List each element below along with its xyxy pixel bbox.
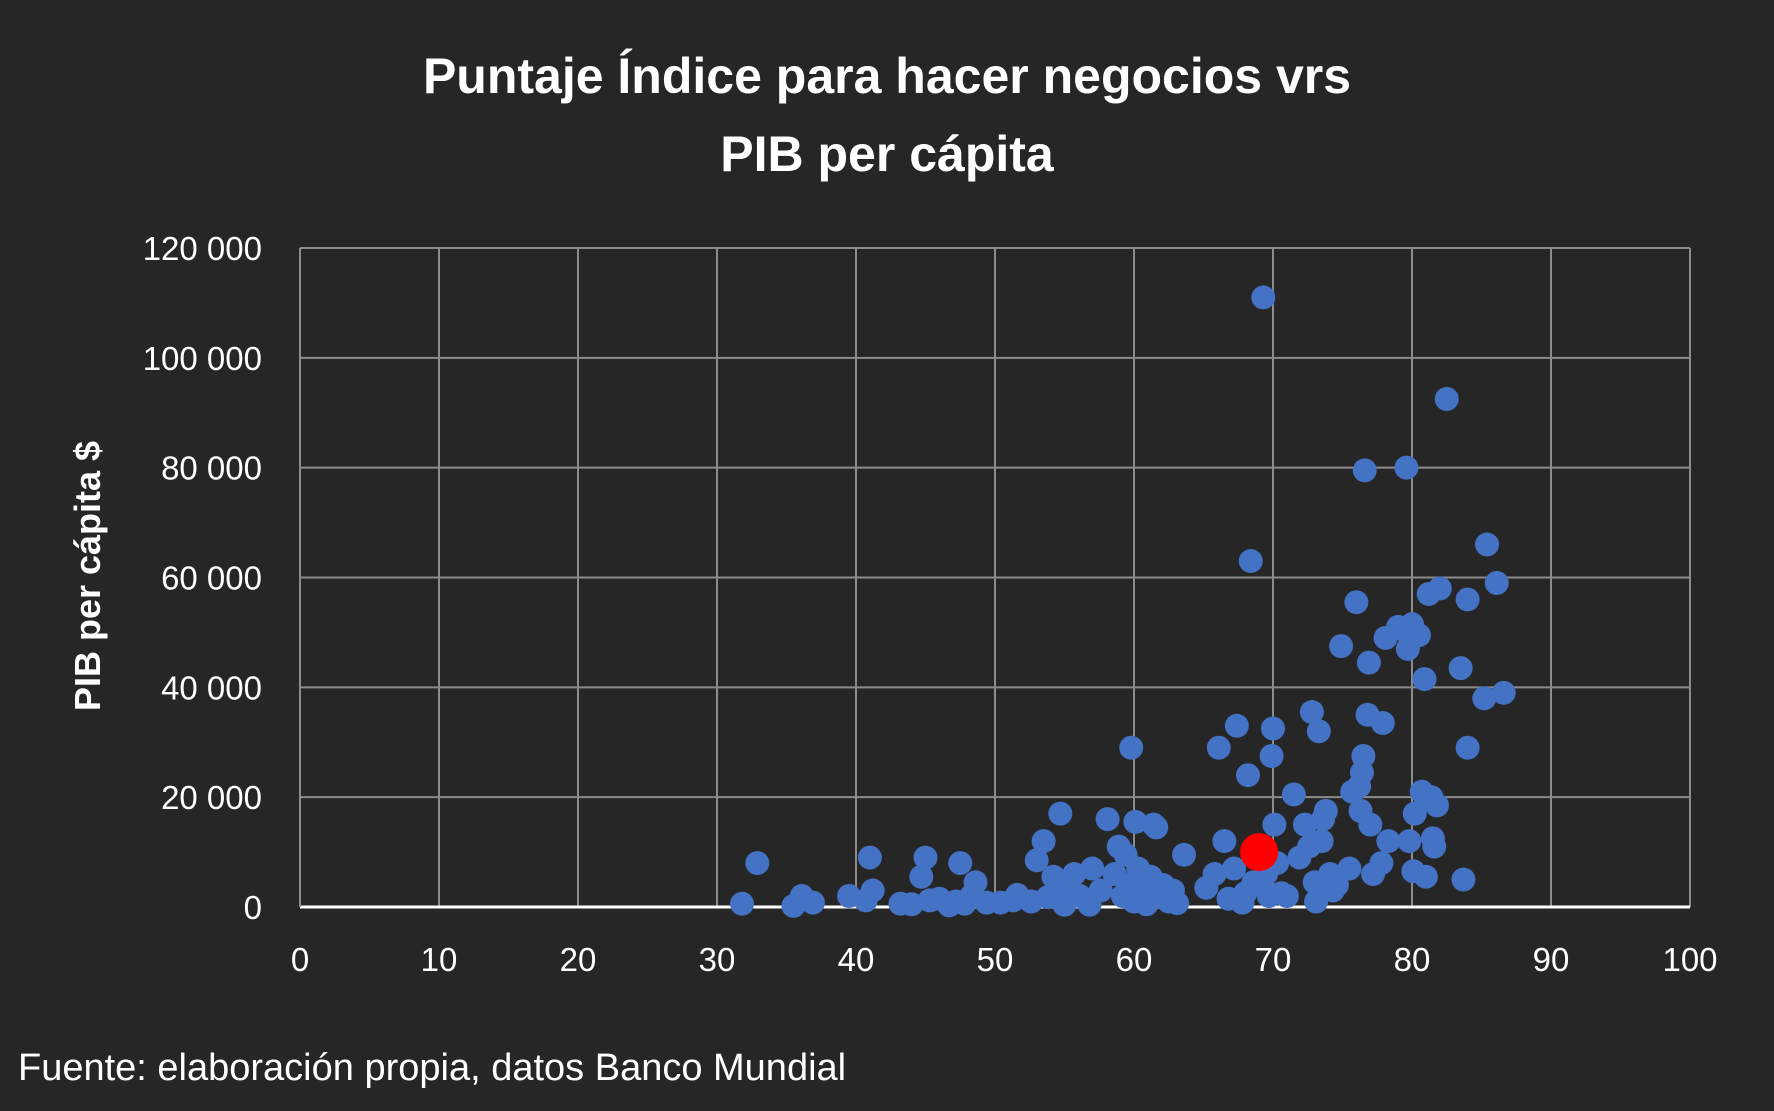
data-point <box>1356 650 1381 675</box>
data-point <box>1048 801 1073 826</box>
source-note: Fuente: elaboración propia, datos Banco … <box>18 1047 847 1089</box>
data-point <box>1238 549 1263 574</box>
data-points <box>730 285 1516 918</box>
data-point <box>1095 807 1120 832</box>
data-point <box>1402 801 1427 826</box>
data-point <box>1299 700 1324 725</box>
data-point <box>1422 834 1447 859</box>
data-point <box>1165 891 1190 916</box>
data-point <box>1309 829 1334 854</box>
highlight-data-point <box>1240 833 1279 872</box>
data-point <box>1031 829 1056 854</box>
x-tick-label: 90 <box>1533 941 1570 978</box>
data-point <box>1080 856 1105 881</box>
data-point <box>730 891 755 916</box>
data-point <box>1119 735 1144 760</box>
y-axis-label: PIB per cápita $ <box>67 441 108 711</box>
data-point <box>1261 716 1285 741</box>
data-point <box>1262 812 1287 837</box>
y-tick-label: 40 000 <box>161 669 262 706</box>
data-point <box>1062 862 1087 887</box>
y-tick-labels: 0 20 000 40 000 60 000 80 000 100 000 120 000 <box>143 230 262 926</box>
data-point <box>1222 856 1247 881</box>
data-point <box>1472 686 1497 711</box>
data-point <box>1455 587 1480 612</box>
data-point <box>1448 656 1473 681</box>
data-point <box>1313 798 1338 823</box>
data-point <box>1369 851 1394 876</box>
data-point <box>800 890 825 915</box>
x-tick-labels: 0 10 20 30 40 50 60 70 80 90 100 <box>291 941 1718 978</box>
x-tick-label: 50 <box>977 941 1014 978</box>
data-point <box>1274 884 1299 909</box>
data-point <box>1491 680 1516 705</box>
data-point <box>1406 623 1431 648</box>
data-point <box>1413 864 1438 889</box>
y-tick-label: 120 000 <box>143 230 262 267</box>
data-point <box>899 892 924 917</box>
data-point <box>857 845 882 870</box>
chart-title-line-1: Puntaje Índice para hacer negocios vrs <box>422 48 1352 104</box>
data-point <box>1427 576 1452 601</box>
data-point <box>1455 735 1480 760</box>
data-point <box>948 851 973 876</box>
x-tick-label: 10 <box>421 941 458 978</box>
data-point <box>1306 719 1331 744</box>
data-point <box>1144 815 1169 840</box>
data-point <box>1337 856 1362 881</box>
y-tick-label: 60 000 <box>161 560 262 597</box>
data-point <box>1235 763 1260 788</box>
data-point <box>1344 590 1369 615</box>
data-point <box>1397 829 1422 854</box>
x-tick-label: 0 <box>291 941 309 978</box>
data-point <box>1324 873 1349 898</box>
x-tick-label: 80 <box>1394 941 1431 978</box>
data-point <box>1224 713 1249 738</box>
data-point <box>963 870 988 895</box>
data-point <box>1352 458 1377 483</box>
y-tick-label: 0 <box>244 889 262 926</box>
data-point <box>1475 532 1500 557</box>
chart-title-line-2: PIB per cápita <box>720 126 1054 182</box>
y-tick-label: 80 000 <box>161 450 262 487</box>
x-tick-label: 60 <box>1116 941 1153 978</box>
data-point <box>1412 667 1437 692</box>
data-point <box>1281 782 1306 807</box>
data-point <box>1394 455 1419 480</box>
y-tick-label: 20 000 <box>161 779 262 816</box>
data-point <box>1451 867 1476 892</box>
data-point <box>1376 829 1401 854</box>
x-tick-label: 30 <box>699 941 736 978</box>
data-point <box>860 878 885 903</box>
data-point <box>1434 387 1459 412</box>
x-tick-label: 70 <box>1255 941 1292 978</box>
data-point <box>1123 809 1148 834</box>
y-tick-label: 100 000 <box>143 340 262 377</box>
data-point <box>1351 743 1376 768</box>
data-point <box>1024 848 1049 873</box>
data-point <box>1251 285 1276 310</box>
data-point <box>1358 812 1383 837</box>
data-point <box>1202 862 1227 887</box>
data-point <box>1259 743 1284 768</box>
x-tick-label: 20 <box>560 941 597 978</box>
data-point <box>1206 735 1231 760</box>
data-point <box>1329 634 1354 659</box>
data-point <box>1370 711 1395 736</box>
data-point <box>1484 570 1509 595</box>
data-point <box>913 845 938 870</box>
data-point <box>1212 829 1237 854</box>
data-point <box>1088 878 1113 903</box>
data-point <box>1292 812 1317 837</box>
x-tick-label: 40 <box>838 941 875 978</box>
data-point <box>745 851 770 876</box>
data-point <box>1172 842 1197 867</box>
x-tick-label: 100 <box>1662 941 1717 978</box>
gridlines <box>300 247 1691 907</box>
data-point <box>1425 793 1450 818</box>
data-point <box>909 864 934 889</box>
